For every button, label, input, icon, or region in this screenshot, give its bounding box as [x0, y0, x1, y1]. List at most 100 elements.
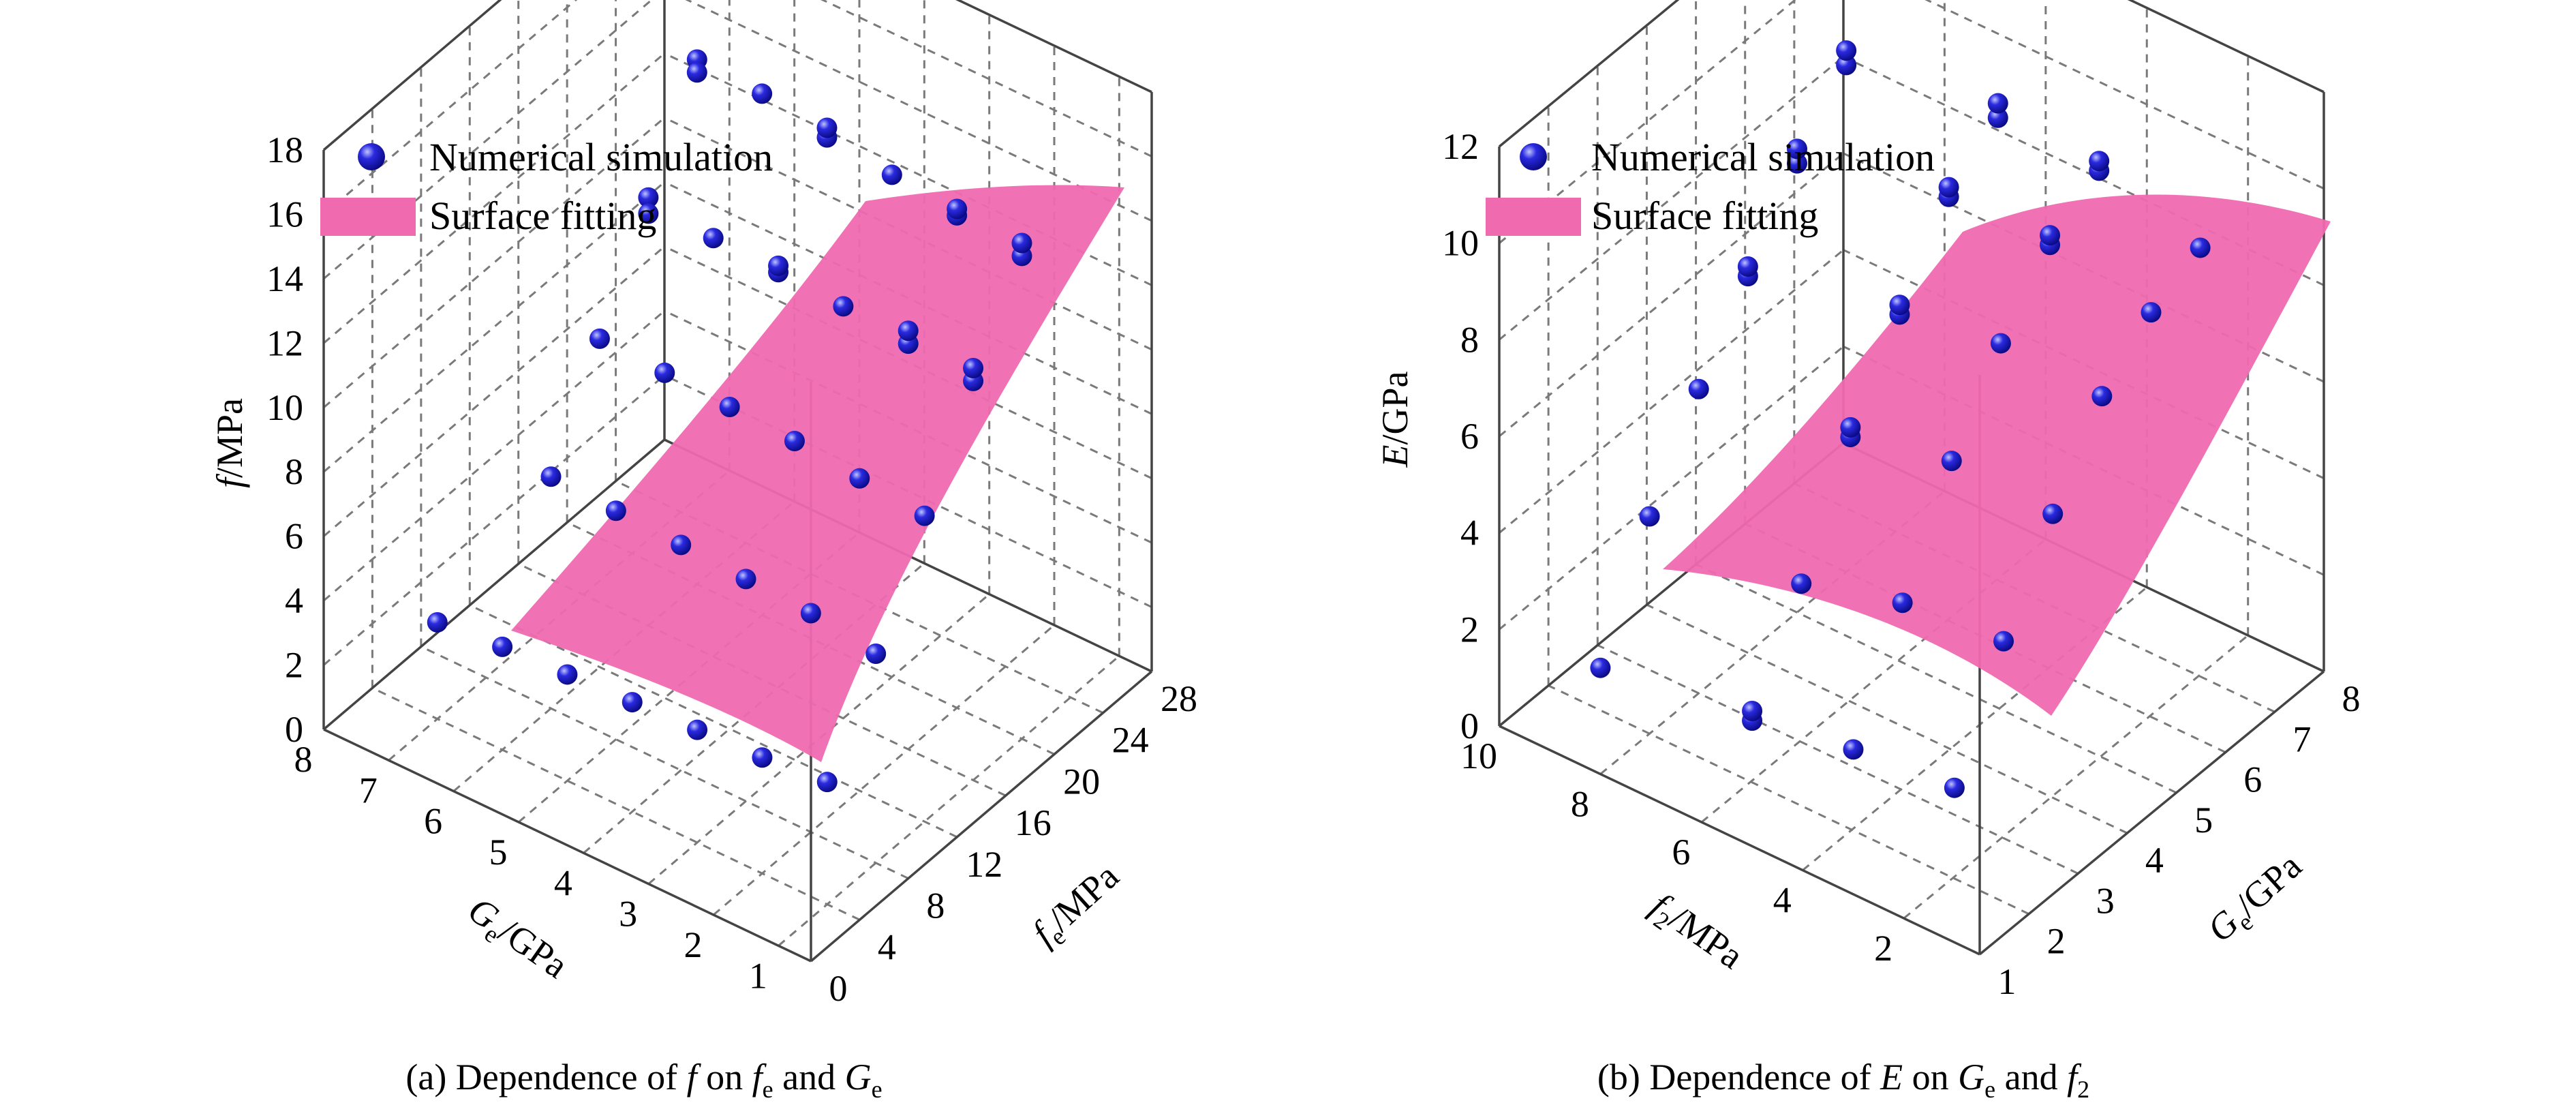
- y-tick-label: 0: [829, 968, 848, 1009]
- z-tick-label: 8: [285, 451, 303, 492]
- y-tick-label: 7: [2293, 718, 2311, 759]
- legend-marker-surface-b: [1486, 198, 1581, 236]
- x-tick-label: 2: [684, 924, 703, 965]
- y-tick-label: 6: [2243, 759, 2262, 800]
- data-point: [1742, 700, 1763, 721]
- axis-edge: [810, 670, 1153, 963]
- data-point: [540, 466, 562, 487]
- data-point: [752, 83, 773, 104]
- z-tick-label: 10: [266, 387, 303, 428]
- y-tick-label: 24: [1112, 720, 1149, 761]
- data-point: [2190, 237, 2211, 258]
- legend-label-surface-a: Surface fitting: [429, 194, 656, 238]
- legend-marker-points-a: [358, 143, 385, 170]
- data-point: [947, 198, 968, 220]
- data-point: [1840, 417, 1861, 438]
- x-tick-label: 8: [1571, 784, 1589, 825]
- y-tick-label: 16: [1015, 802, 1052, 843]
- data-point: [638, 187, 659, 208]
- data-point: [768, 255, 789, 276]
- y-tick-label: 8: [2342, 678, 2361, 719]
- data-point: [687, 719, 708, 740]
- y-tick-label: 4: [2145, 840, 2164, 881]
- data-point: [1941, 451, 1962, 472]
- x-tick-label: 10: [1460, 736, 1497, 776]
- data-point: [1737, 256, 1758, 277]
- data-points-b: [1590, 40, 2211, 798]
- x-tick-label: 8: [294, 739, 313, 780]
- fitted-surface-a: [511, 185, 1124, 763]
- axis-edge: [1499, 725, 1980, 956]
- z-tick-label: 18: [266, 130, 303, 170]
- data-point: [557, 664, 578, 685]
- data-point: [800, 603, 821, 624]
- y-tick-label: 20: [1063, 761, 1100, 802]
- grid-line: [955, 0, 1152, 93]
- y-axis-label-b: Ge/GPa: [2199, 845, 2313, 954]
- data-point: [638, 203, 659, 224]
- data-points-a: [427, 49, 1032, 793]
- grid-line: [2128, 0, 2325, 93]
- z-tick-label: 2: [285, 645, 303, 686]
- data-point: [703, 228, 724, 249]
- data-point: [671, 534, 692, 556]
- z-tick-label: 6: [1460, 416, 1479, 457]
- z-tick-label: 4: [1460, 513, 1479, 554]
- grid-line: [323, 0, 502, 151]
- data-point: [2141, 302, 2162, 323]
- data-point: [1688, 378, 1709, 399]
- data-point: [492, 636, 513, 657]
- data-point: [605, 500, 626, 521]
- data-point: [784, 431, 805, 452]
- data-point: [1990, 333, 2011, 354]
- data-point: [1944, 777, 1965, 798]
- y-axis-label-a: fe/MPa: [1024, 856, 1131, 958]
- data-point: [816, 772, 838, 793]
- data-point: [1987, 107, 2008, 128]
- axis-edge: [322, 0, 502, 151]
- data-point: [1938, 177, 1959, 198]
- z-tick-label: 16: [266, 194, 303, 234]
- grid-line: [1499, 0, 1679, 148]
- z-tick-label: 14: [266, 258, 303, 299]
- legend-marker-points-b: [1520, 143, 1547, 170]
- axis-edge: [323, 728, 812, 963]
- data-point: [849, 468, 870, 489]
- data-point: [914, 505, 935, 526]
- data-point: [1889, 294, 1910, 316]
- data-point: [1993, 631, 2014, 652]
- x-axis-label-a: Ge/GPa: [458, 889, 576, 990]
- data-point: [898, 320, 919, 342]
- z-tick-label: 2: [1460, 609, 1479, 650]
- z-tick-label: 12: [1442, 126, 1479, 167]
- axis-edge: [1978, 670, 2325, 956]
- z-tick-label: 12: [266, 322, 303, 363]
- y-tick-label: 1: [1998, 961, 2017, 1002]
- data-point: [865, 643, 887, 664]
- z-tick-label: 8: [1460, 319, 1479, 360]
- z-tick-label: 0: [285, 709, 303, 750]
- data-point: [1987, 93, 2008, 114]
- data-point: [2042, 503, 2064, 524]
- axis-edge: [1498, 0, 1680, 148]
- caption-b: (b) Dependence of E on Ge and f2: [1597, 1057, 2089, 1103]
- data-point: [963, 358, 984, 379]
- data-point: [1011, 232, 1032, 254]
- data-point: [2089, 151, 2110, 172]
- data-point: [1786, 138, 1807, 160]
- axis-edge: [955, 0, 1152, 93]
- data-point: [816, 117, 838, 138]
- x-tick-label: 3: [619, 894, 637, 935]
- legend-label-points-b: Numerical simulation: [1591, 135, 1935, 179]
- grid-line: [323, 245, 665, 537]
- y-tick-label: 12: [966, 844, 1002, 885]
- data-point: [1791, 573, 1812, 594]
- z-axis-label-b: E/GPa: [1375, 371, 1415, 468]
- y-tick-label: 8: [926, 885, 945, 926]
- x-tick-label: 5: [489, 832, 508, 873]
- data-point: [1590, 657, 1611, 678]
- x-tick-label: 7: [359, 770, 378, 811]
- data-point: [735, 569, 756, 590]
- data-point: [622, 692, 643, 713]
